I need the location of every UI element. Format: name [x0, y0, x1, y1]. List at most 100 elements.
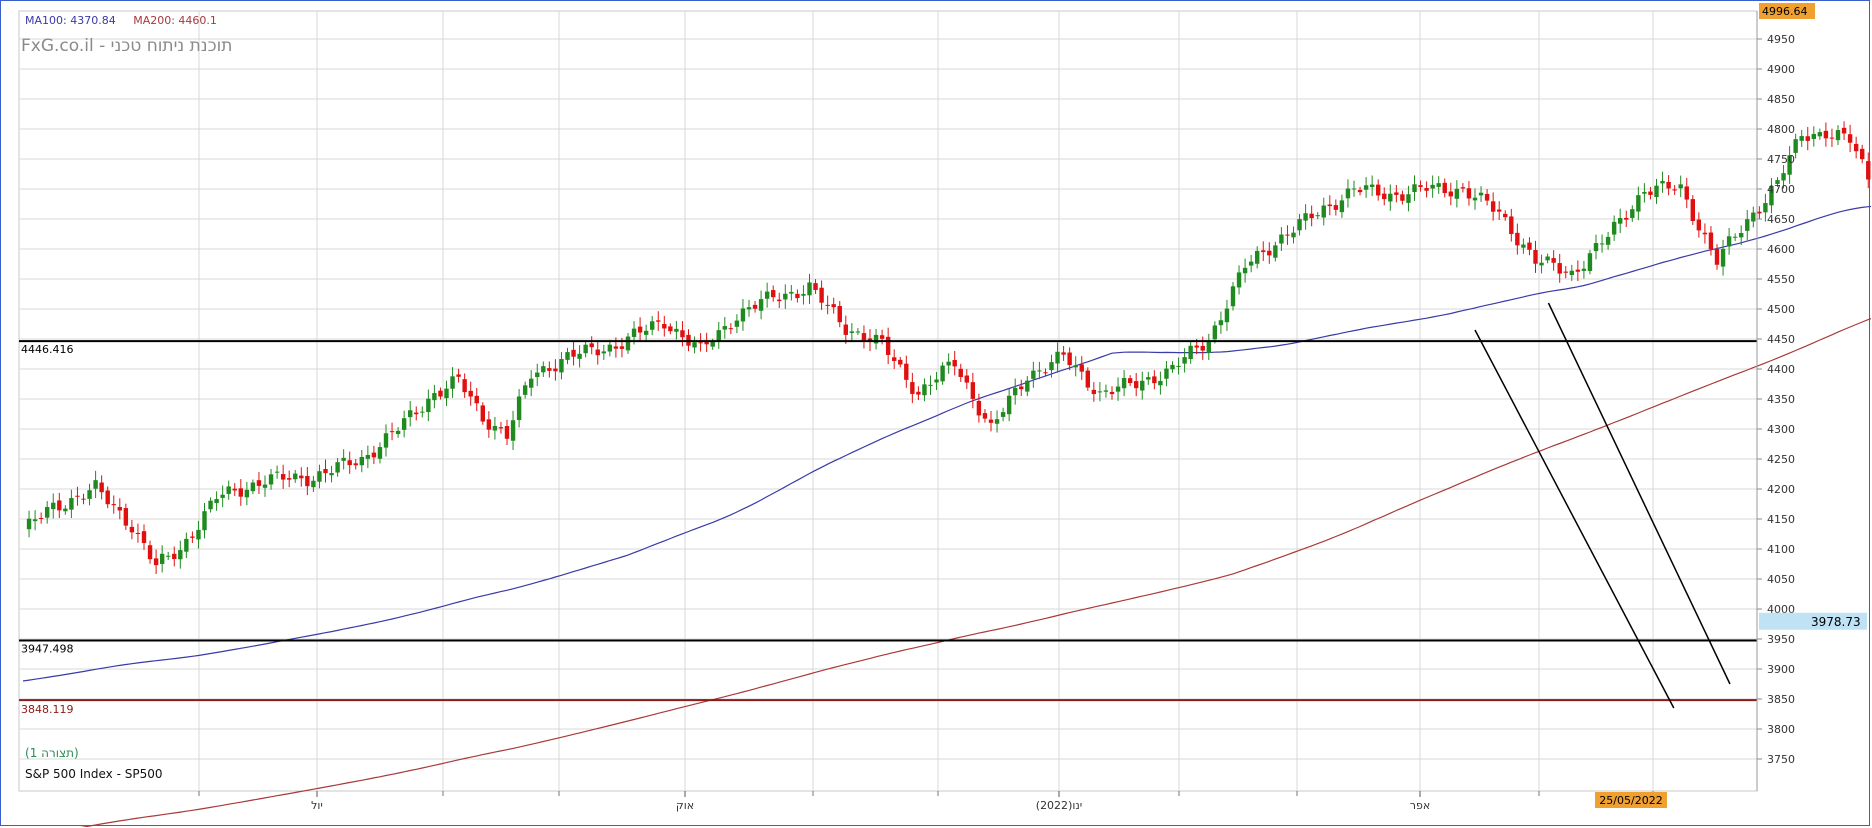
candle-up — [32, 519, 38, 522]
candle-down — [795, 293, 800, 299]
candle-up — [631, 328, 637, 337]
candle-up — [1618, 218, 1623, 224]
candle-up — [1751, 212, 1756, 222]
y-tick-label: 4750 — [1767, 153, 1795, 166]
candle-down — [414, 412, 419, 415]
candle-down — [456, 374, 461, 377]
candle-down — [680, 330, 685, 338]
candle-up — [450, 376, 455, 389]
candle-up — [522, 385, 528, 395]
candle-down — [1091, 389, 1097, 395]
candle-down — [547, 368, 552, 371]
candle-down — [1690, 199, 1695, 222]
candle-down — [105, 490, 110, 505]
candle-down — [831, 304, 836, 308]
candle-up — [1218, 320, 1224, 326]
candle-down — [976, 400, 982, 416]
candle-up — [1793, 139, 1798, 153]
candle-down — [637, 326, 643, 333]
candle-up — [1013, 387, 1018, 396]
candle-down — [704, 340, 709, 345]
candle-up — [940, 365, 945, 382]
candle-down — [892, 357, 897, 361]
candle-up — [329, 473, 334, 476]
candle-up — [408, 410, 413, 418]
candle-down — [837, 306, 842, 323]
candle-down — [589, 343, 594, 348]
candle-up — [946, 361, 951, 366]
candle-up — [1164, 368, 1169, 379]
candle-up — [1739, 233, 1744, 238]
candle-down — [1333, 205, 1339, 210]
candle-up — [994, 419, 1000, 424]
candle-up — [764, 291, 770, 299]
candle-down — [1484, 193, 1490, 201]
candle-down — [1194, 345, 1199, 348]
candle-up — [710, 341, 715, 347]
candle-down — [123, 508, 129, 526]
candle-down — [1708, 232, 1714, 250]
candle-up — [1212, 325, 1218, 340]
candle-up — [1769, 185, 1774, 206]
candle-up — [577, 353, 582, 359]
candle-up — [1146, 377, 1151, 380]
y-tick-label: 4550 — [1767, 273, 1795, 286]
candle-up — [1817, 132, 1823, 137]
candle-down — [1624, 217, 1629, 220]
candle-up — [1587, 253, 1593, 271]
candle-down — [668, 326, 673, 332]
candle-down — [498, 427, 504, 429]
candle-down — [256, 480, 262, 486]
candle-down — [1400, 194, 1405, 201]
candle-down — [1448, 191, 1453, 197]
candle-down — [916, 391, 921, 395]
y-tick-label: 4800 — [1767, 123, 1795, 136]
y-tick-label: 4100 — [1767, 543, 1795, 556]
candle-down — [147, 545, 153, 560]
candle-down — [135, 532, 141, 534]
candle-up — [1242, 267, 1248, 274]
candle-down — [553, 368, 558, 372]
trendline — [1547, 302, 1731, 685]
candle-down — [280, 474, 286, 480]
candle-up — [1339, 200, 1345, 213]
candle-down — [952, 359, 957, 367]
candle-up — [510, 420, 516, 441]
candle-up — [1775, 180, 1780, 184]
candle-down — [1805, 136, 1810, 141]
candle-up — [789, 291, 794, 294]
candle-up — [934, 379, 939, 383]
candle-up — [1182, 357, 1187, 364]
candle-up — [849, 331, 855, 333]
candle-down — [111, 504, 116, 506]
candle-down — [480, 405, 485, 422]
candle-down — [1696, 219, 1702, 231]
candle-up — [541, 366, 546, 373]
candle-down — [1557, 263, 1562, 274]
candle-up — [1297, 219, 1302, 231]
candle-up — [1369, 184, 1375, 188]
candle-down — [474, 395, 479, 404]
candle-down — [1575, 269, 1581, 272]
candle-down — [504, 426, 510, 439]
price-axis: 4950 4900 4850 4800 4750 4700 4650 4600 4550 4500… — [1756, 3, 1867, 791]
studies-label[interactable]: (תצורה 1) — [25, 746, 79, 760]
candle-up — [1611, 221, 1617, 235]
candle-up — [643, 330, 649, 335]
candle-down — [353, 463, 358, 466]
candle-up — [1170, 364, 1175, 370]
ma100-line — [22, 205, 1871, 682]
y-tick-label: 3800 — [1767, 723, 1795, 736]
candle-down — [982, 413, 988, 419]
candle-up — [1763, 203, 1768, 213]
candle-down — [843, 324, 848, 335]
candle-down — [698, 342, 703, 344]
candle-up — [432, 393, 437, 401]
candle-down — [656, 320, 661, 322]
plot-border — [18, 10, 1758, 792]
y-tick-label: 4850 — [1767, 93, 1795, 106]
candle-down — [1684, 186, 1689, 200]
level-label: 3848.119 — [21, 703, 74, 716]
candle-down — [1127, 378, 1133, 384]
